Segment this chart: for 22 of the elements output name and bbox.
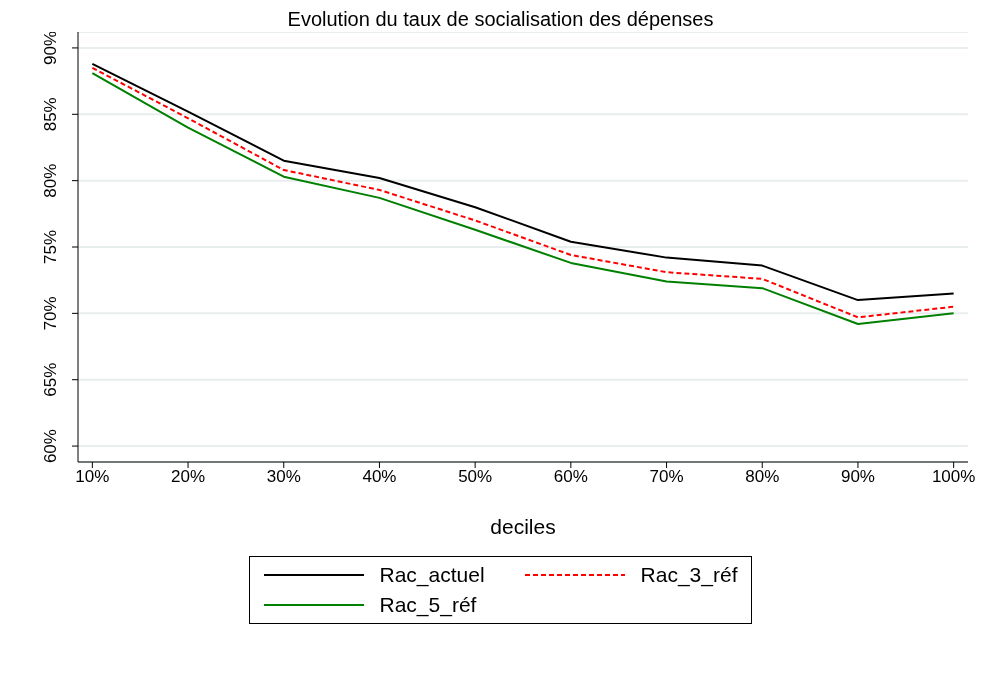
legend-label: Rac_3_réf	[640, 563, 738, 587]
legend-label: Rac_5_réf	[379, 593, 477, 617]
y-tick-label: 60%	[41, 429, 60, 464]
legend-label: Rac_actuel	[379, 563, 485, 587]
y-tick-label: 70%	[41, 296, 60, 331]
x-tick-label: 50%	[458, 467, 493, 487]
y-tick-label: 65%	[41, 362, 60, 397]
x-tick-label: 100%	[931, 467, 976, 487]
x-tick-label: 90%	[840, 467, 875, 487]
x-axis-title: deciles	[490, 515, 556, 538]
x-tick-label: 40%	[362, 467, 397, 487]
x-tick-label: 70%	[649, 467, 684, 487]
x-tick-label: 60%	[553, 467, 588, 487]
x-tick-label: 80%	[745, 467, 780, 487]
chart-title: Evolution du taux de socialisation des dépenses	[286, 8, 715, 32]
y-tick-label: 85%	[41, 97, 60, 132]
x-tick-label: 20%	[171, 467, 206, 487]
x-tick-label: 10%	[75, 467, 110, 487]
y-tick-label: 75%	[41, 229, 60, 265]
y-tick-label: 90%	[41, 30, 60, 65]
x-tick-label: 30%	[266, 467, 301, 487]
y-tick-label: 80%	[41, 163, 60, 198]
